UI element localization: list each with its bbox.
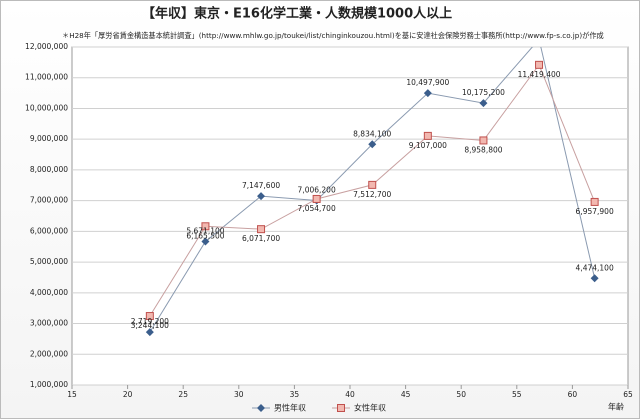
data-point bbox=[368, 180, 377, 189]
data-label: 6,957,900 bbox=[576, 207, 614, 216]
x-tick-label: 15 bbox=[67, 390, 77, 399]
data-label: 7,512,700 bbox=[353, 190, 391, 199]
data-point bbox=[257, 192, 266, 201]
y-tick-label: 8,000,000 bbox=[30, 165, 68, 174]
data-point bbox=[145, 312, 154, 321]
data-label: 10,497,900 bbox=[406, 78, 449, 87]
data-label: 9,107,000 bbox=[409, 141, 447, 150]
x-tick-label: 60 bbox=[568, 390, 578, 399]
legend-label: 男性年収 bbox=[274, 403, 306, 413]
y-tick-label: 11,000,000 bbox=[25, 73, 68, 82]
data-label: 7,006,200 bbox=[298, 185, 336, 194]
data-point bbox=[590, 274, 599, 283]
chart-subtitle: ＊H28年「厚労省賃金構造基本統計調査」(http://www.mhlw.go.… bbox=[62, 31, 604, 40]
data-label: 6,071,700 bbox=[242, 234, 280, 243]
data-label: 4,474,100 bbox=[576, 263, 614, 272]
x-tick-label: 35 bbox=[290, 390, 300, 399]
data-point bbox=[423, 131, 432, 140]
data-point bbox=[535, 60, 544, 69]
data-label: 6,165,500 bbox=[186, 231, 224, 240]
y-tick-label: 1,000,000 bbox=[30, 380, 68, 389]
x-tick-label: 45 bbox=[401, 390, 411, 399]
data-point bbox=[479, 99, 488, 108]
data-point bbox=[201, 237, 210, 246]
data-point bbox=[368, 140, 377, 149]
plot-clip bbox=[145, 47, 599, 337]
y-tick-label: 5,000,000 bbox=[30, 257, 68, 266]
data-point bbox=[479, 136, 488, 145]
x-tick-label: 55 bbox=[512, 390, 522, 399]
data-label: 8,958,800 bbox=[464, 145, 502, 154]
data-label: 5,671,100 bbox=[186, 226, 224, 235]
data-label: 7,054,700 bbox=[298, 204, 336, 213]
data-point bbox=[590, 197, 599, 206]
x-tick-label: 20 bbox=[123, 390, 133, 399]
data-label: 10,175,200 bbox=[462, 88, 505, 97]
y-tick-label: 10,000,000 bbox=[25, 103, 68, 112]
legend-marker bbox=[337, 404, 345, 412]
y-tick-label: 9,000,000 bbox=[30, 134, 68, 143]
chart-title: 【年収】東京・E16化学工業・人数規模1000人以上 bbox=[142, 6, 452, 22]
y-tick-label: 12,000,000 bbox=[25, 42, 68, 51]
y-tick-label: 7,000,000 bbox=[30, 196, 68, 205]
data-point bbox=[145, 328, 154, 337]
legend-label: 女性年収 bbox=[354, 403, 386, 413]
x-tick-label: 50 bbox=[456, 390, 466, 399]
y-tick-label: 2,000,000 bbox=[30, 349, 68, 358]
x-tick-label: 40 bbox=[345, 390, 355, 399]
x-tick-label: 30 bbox=[234, 390, 244, 399]
plot-area bbox=[71, 46, 629, 386]
data-label: 7,147,600 bbox=[242, 181, 280, 190]
data-point bbox=[201, 222, 210, 231]
data-point bbox=[423, 89, 432, 98]
data-label: 11,419,400 bbox=[518, 70, 561, 79]
data-label: 2,719,200 bbox=[131, 317, 169, 326]
x-axis-label: 年齢 bbox=[608, 402, 624, 412]
y-tick-label: 6,000,000 bbox=[30, 226, 68, 235]
y-tick-label: 3,000,000 bbox=[30, 319, 68, 328]
data-label: 3,244,100 bbox=[131, 321, 169, 330]
data-point bbox=[312, 194, 321, 203]
x-tick-label: 25 bbox=[178, 390, 188, 399]
data-point bbox=[257, 225, 266, 234]
data-label: 8,834,100 bbox=[353, 129, 391, 138]
legend-marker bbox=[257, 404, 265, 412]
x-tick-label: 65 bbox=[623, 390, 633, 399]
y-tick-label: 4,000,000 bbox=[30, 288, 68, 297]
